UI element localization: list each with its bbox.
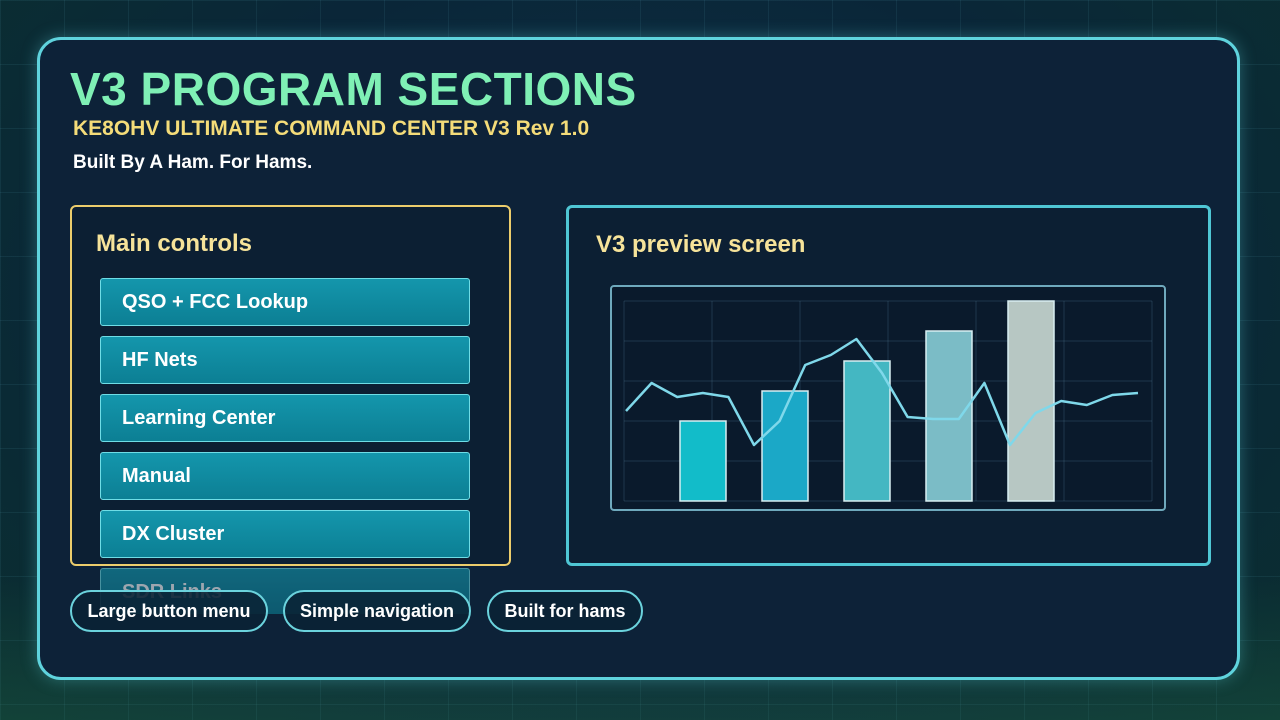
large-button-menu-badge[interactable]: Large button menu (70, 590, 268, 632)
preview-chart (610, 285, 1166, 511)
main-controls-list[interactable]: QSO + FCC Lookup HF Nets Learning Center… (100, 272, 472, 614)
main-controls-panel: Main controls (70, 205, 511, 566)
chart-bar-3 (843, 360, 891, 502)
main-controls-title: Main controls (96, 230, 253, 257)
learning-center-button[interactable]: Learning Center (100, 394, 470, 442)
manual-button[interactable]: Manual (100, 452, 470, 500)
simple-navigation-badge[interactable]: Simple navigation (283, 590, 471, 632)
chart-bar-1 (679, 420, 727, 502)
built-for-hams-badge[interactable]: Built for hams (487, 590, 643, 632)
qso-fcc-lookup-button[interactable]: QSO + FCC Lookup (100, 278, 470, 326)
page-title: V3 PROGRAM SECTIONS (70, 63, 637, 115)
chart-bar-4 (925, 330, 973, 502)
chart-bar-5 (1007, 300, 1055, 502)
hf-nets-button[interactable]: HF Nets (100, 336, 470, 384)
chart-line-series (625, 337, 1139, 447)
preview-title: V3 preview screen (596, 231, 806, 258)
tagline: Built By A Ham. For Hams. (73, 152, 313, 173)
dx-cluster-button[interactable]: DX Cluster (100, 510, 470, 558)
page-subtitle: KE8OHV ULTIMATE COMMAND CENTER V3 Rev 1.… (73, 117, 590, 140)
preview-chart-svg (623, 300, 1153, 502)
